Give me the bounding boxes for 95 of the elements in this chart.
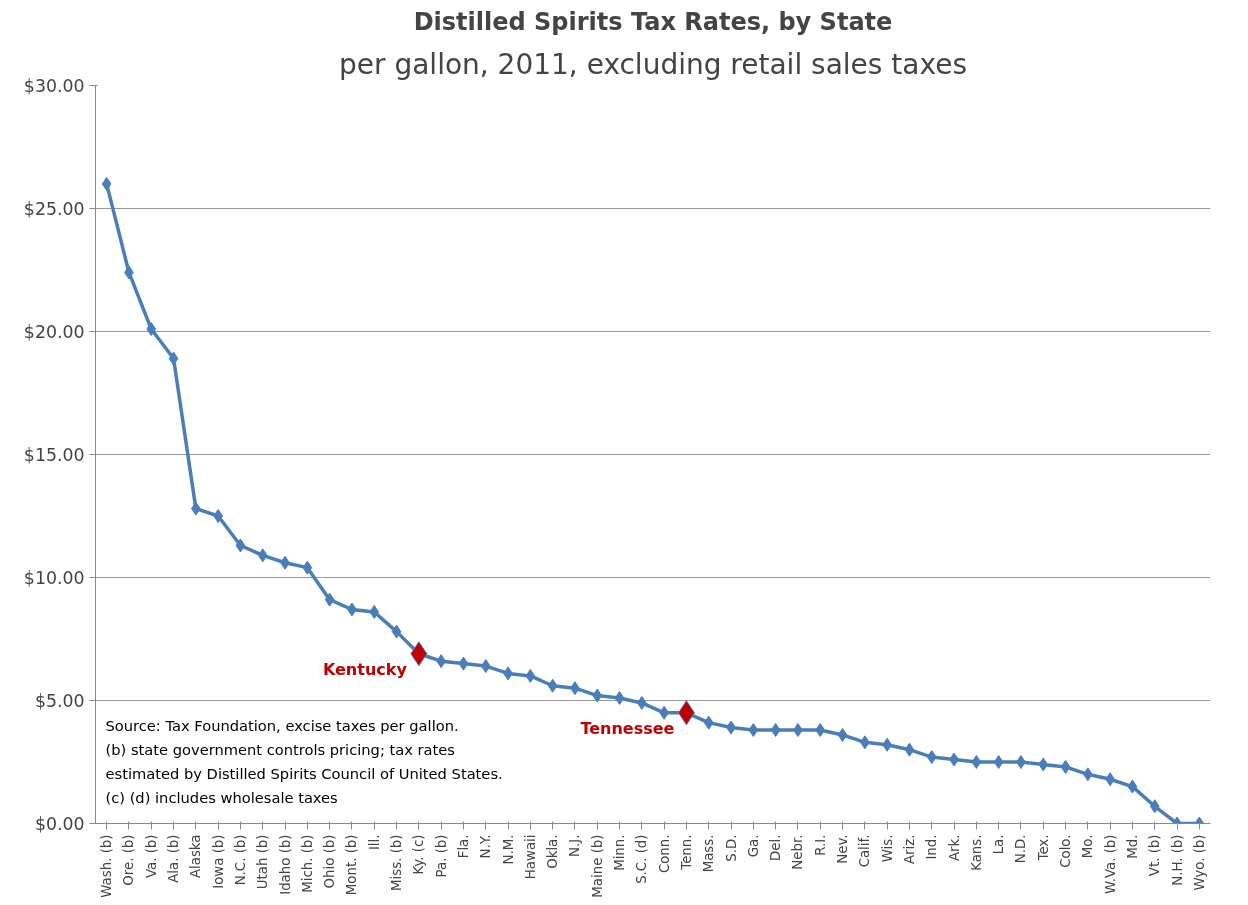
y-tick-label: $30.00 xyxy=(23,75,85,96)
chart-title: Distilled Spirits Tax Rates, by State xyxy=(413,7,893,36)
y-tick-label: $15.00 xyxy=(23,444,85,465)
x-tick-label: La. xyxy=(991,834,1007,855)
x-tick-label: N.H. (b) xyxy=(1169,834,1185,886)
point xyxy=(1127,779,1138,794)
x-tick-label: Mont. (b) xyxy=(344,834,360,896)
x-tick-label: Ariz. xyxy=(901,834,917,865)
chart-subtitle: per gallon, 2011, excluding retail sales taxes xyxy=(339,47,967,81)
x-tick-label: Miss. (b) xyxy=(389,834,405,891)
point xyxy=(971,755,982,769)
x-tick-label: Mo. xyxy=(1080,834,1096,859)
point xyxy=(703,715,714,730)
x-tick-label: Mich. (b) xyxy=(299,834,315,893)
x-tick-label: Calif. xyxy=(857,834,873,868)
x-tick-label: Mass. xyxy=(701,834,717,873)
point xyxy=(525,668,536,683)
x-tick-label: Iowa (b) xyxy=(210,834,226,889)
x-tick-label: Conn. xyxy=(656,834,672,874)
x-tick-label: Vt. (b) xyxy=(1147,834,1163,877)
x-tick-label: Maine (b) xyxy=(589,834,605,898)
x-tick-label: Ind. xyxy=(924,834,940,860)
y-tick-label: $10.00 xyxy=(23,567,85,588)
x-tick-label: R.I. xyxy=(812,834,828,856)
point xyxy=(837,727,848,742)
x-tick-label: N.Y. xyxy=(478,834,494,859)
point xyxy=(480,659,491,674)
x-tick-label: Ill. xyxy=(366,834,382,851)
x-tick-label: N.J. xyxy=(567,834,583,857)
x-tick-label: Md. xyxy=(1124,834,1140,859)
x-tick-label: Okla. xyxy=(545,834,561,869)
point xyxy=(101,176,112,191)
point xyxy=(235,538,246,553)
annotation: Source: Tax Foundation, excise taxes per gallon. xyxy=(105,716,459,734)
point xyxy=(213,509,223,523)
x-tick-label: N.M. xyxy=(500,834,516,865)
x-tick-label: Utah (b) xyxy=(255,834,271,890)
y-tick-label: $0.00 xyxy=(34,813,85,834)
point xyxy=(770,723,781,738)
x-tick-label: Ark. xyxy=(946,834,962,862)
x-tick-label: S.C. (d) xyxy=(634,834,650,884)
point xyxy=(324,592,335,607)
point xyxy=(1016,755,1026,769)
x-tick-label: Tex. xyxy=(1035,834,1051,862)
x-tick-label: Nebr. xyxy=(790,834,806,870)
x-tick-label: Ga. xyxy=(745,834,761,858)
point xyxy=(458,656,469,671)
x-tick-label: Minn. xyxy=(612,834,628,871)
y-tick-label: $20.00 xyxy=(23,321,85,342)
x-tick-label: W.Va. (b) xyxy=(1102,834,1118,894)
x-tick-label: Pa. (b) xyxy=(433,834,449,878)
x-tick-label: Va. (b) xyxy=(143,834,159,879)
annotation: estimated by Distilled Spirits Council of United States. xyxy=(105,764,503,782)
point xyxy=(369,604,380,619)
point xyxy=(1038,757,1049,772)
annotation: Kentucky xyxy=(322,659,408,679)
x-tick-label: Tenn. xyxy=(678,834,694,871)
x-tick-label: Hawaii xyxy=(522,834,538,880)
x-tick-label: Idaho (b) xyxy=(277,834,293,895)
annotation: (c) (d) includes wholesale taxes xyxy=(105,788,338,806)
point xyxy=(748,723,759,738)
x-tick-label: Alaska xyxy=(188,834,204,879)
point xyxy=(592,688,603,703)
x-tick-label: Del. xyxy=(768,834,784,861)
point xyxy=(168,351,179,366)
x-tick-label: Ky. (c) xyxy=(411,834,427,875)
x-tick-label: N.C. (b) xyxy=(232,834,248,886)
x-tick-label: Wyo. (b) xyxy=(1191,834,1207,891)
point xyxy=(815,723,826,738)
point xyxy=(926,750,937,765)
point xyxy=(1149,799,1160,814)
x-tick-label: N.D. xyxy=(1013,834,1029,864)
y-tick-label: $5.00 xyxy=(34,690,85,711)
x-tick-label: Nev. xyxy=(835,834,851,864)
point xyxy=(257,548,268,563)
y-tick-label: $25.00 xyxy=(23,198,85,219)
point xyxy=(614,691,625,706)
x-tick-label: Colo. xyxy=(1058,834,1074,868)
point xyxy=(1060,759,1071,774)
x-tick-label: Ore. (b) xyxy=(121,834,137,886)
x-tick-label: Ohio (b) xyxy=(322,834,338,889)
x-tick-label: Fla. xyxy=(455,834,471,859)
x-tick-label: Ala. (b) xyxy=(166,834,182,883)
x-tick-label: Wis. xyxy=(879,834,895,863)
point xyxy=(547,678,558,693)
point xyxy=(391,624,402,639)
x-tick-label: S.D. xyxy=(723,834,739,862)
point xyxy=(904,742,915,757)
annotation: Tennessee xyxy=(580,718,675,738)
annotation: (b) state government controls pricing; tax rates xyxy=(105,740,455,758)
point xyxy=(993,755,1004,769)
x-tick-label: Kans. xyxy=(968,834,984,871)
point xyxy=(302,560,313,575)
x-tick-label: Wash. (b) xyxy=(99,834,115,898)
point xyxy=(146,322,157,337)
